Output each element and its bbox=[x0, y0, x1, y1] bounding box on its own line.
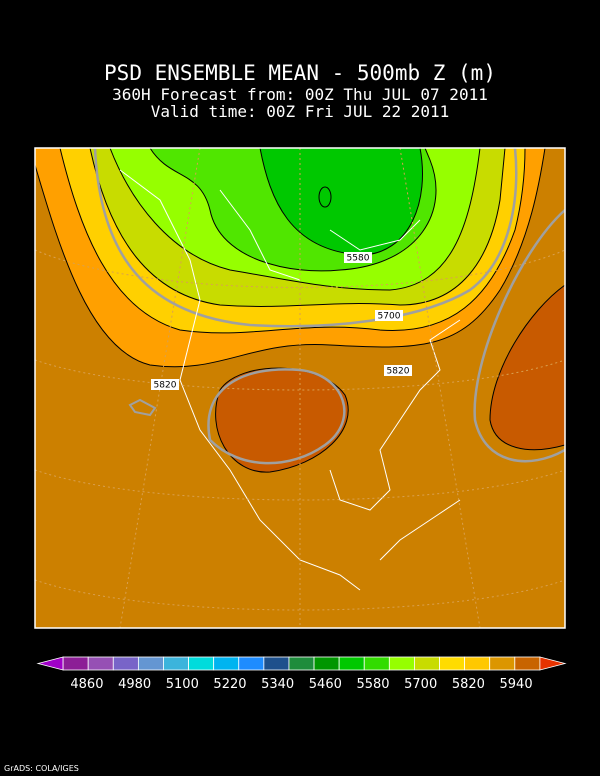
subtitle: 360H Forecast from: 00Z Thu JUL 07 2011 bbox=[112, 85, 488, 104]
contour bbox=[318, 186, 332, 208]
colorbar-label: 5220 bbox=[213, 677, 246, 692]
colorbar-box bbox=[62, 656, 89, 671]
colorbar-box bbox=[163, 656, 189, 671]
colorbar-box bbox=[87, 656, 114, 671]
colorbar: 4860 4980 5100 5220 5340 5460 5580 5700 5820 5940 bbox=[36, 656, 567, 692]
band bbox=[489, 284, 565, 451]
colorbar-box bbox=[213, 656, 240, 671]
coastline bbox=[119, 169, 461, 591]
colorbar-box bbox=[489, 656, 516, 671]
colorbar-label: 5460 bbox=[309, 677, 342, 692]
colorbar-box bbox=[439, 656, 466, 671]
title: PSD ENSEMBLE MEAN - 500mb Z (m) bbox=[104, 61, 496, 85]
map-border bbox=[34, 147, 566, 629]
colorbar-label: 5940 bbox=[500, 677, 533, 692]
gray-contour bbox=[128, 398, 157, 417]
map: 5580 5700 5820 5820 bbox=[34, 147, 566, 629]
gray-contour bbox=[93, 148, 518, 328]
colorbar-label: 5100 bbox=[166, 677, 199, 692]
colorbar-arrow bbox=[539, 656, 567, 671]
colorbar-label: 5820 bbox=[452, 677, 485, 692]
colorbar-box bbox=[238, 656, 265, 671]
gray-contour bbox=[207, 368, 346, 465]
colorbar-box bbox=[388, 656, 415, 671]
colorbar-box bbox=[188, 656, 215, 671]
contour-label: 5820 bbox=[387, 367, 410, 377]
graticule bbox=[35, 148, 565, 628]
colorbar-box bbox=[263, 656, 290, 671]
colorbar-box bbox=[464, 656, 491, 671]
colorbar-box bbox=[288, 656, 315, 671]
contour-label: 5820 bbox=[154, 381, 177, 391]
colorbar-label: 5580 bbox=[356, 677, 389, 692]
contour-label-box bbox=[151, 379, 179, 390]
contour-label-box bbox=[375, 310, 403, 321]
gray-contour bbox=[473, 209, 565, 463]
colorbar-box bbox=[137, 656, 164, 671]
colorbar-label: 4860 bbox=[70, 677, 103, 692]
colorbar-box bbox=[338, 656, 365, 671]
colorbar-box bbox=[313, 656, 340, 671]
colorbar-label: 5340 bbox=[261, 677, 294, 692]
colorbar-box bbox=[514, 656, 541, 671]
colorbar-label: 4980 bbox=[118, 677, 151, 692]
colorbar-box bbox=[414, 656, 440, 671]
colorbar-box bbox=[112, 656, 139, 671]
contour-label: 5580 bbox=[347, 254, 370, 264]
contour-label: 5700 bbox=[378, 312, 401, 322]
contour-label-box bbox=[344, 252, 372, 263]
contour-label-box bbox=[384, 365, 412, 376]
colorbar-label: 5700 bbox=[404, 677, 437, 692]
colorbar-box bbox=[363, 656, 390, 671]
credit: GrADS: COLA/IGES bbox=[4, 764, 79, 773]
subtitle: Valid time: 00Z Fri JUL 22 2011 bbox=[151, 102, 450, 121]
band bbox=[215, 367, 349, 473]
